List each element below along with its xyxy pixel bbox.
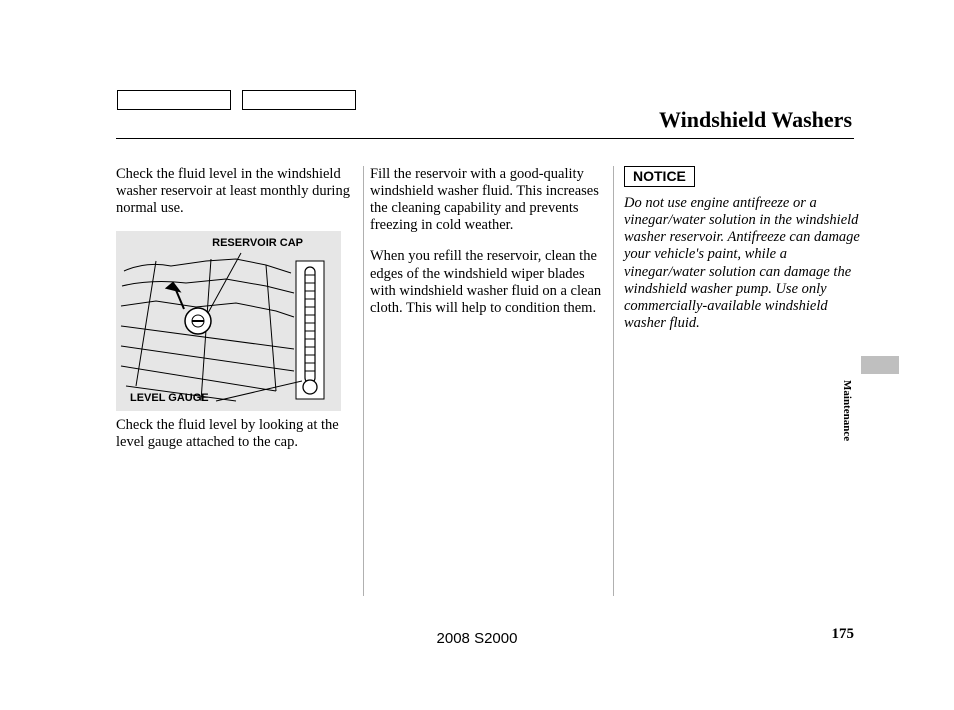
arrow-up-icon [167,283,184,309]
level-gauge-icon [296,261,324,399]
columns: Check the fluid level in the windshield … [116,166,860,466]
reservoir-cap-icon [185,308,211,334]
column-3: NOTICE Do not use engine antifreeze or a… [624,166,860,466]
side-tab [861,356,899,374]
col2-para1: Fill the reservoir with a good-quality w… [370,166,606,234]
notice-box: NOTICE [624,166,695,187]
page-title: Windshield Washers [659,107,852,133]
col1-para1: Check the fluid level in the windshield … [116,166,352,217]
diagram-svg [116,231,341,411]
footer-model-year: 2008 S2000 [0,630,954,647]
diagram-label-level-gauge: LEVEL GAUGE [130,392,209,405]
side-section-label: Maintenance [841,380,853,441]
title-rule [116,138,854,139]
page-root: Windshield Washers Check the fluid level… [0,0,954,710]
page-number: 175 [832,626,855,643]
column-1: Check the fluid level in the windshield … [116,166,352,466]
notice-text: Do not use engine antifreeze or a vinega… [624,195,860,332]
column-2: Fill the reservoir with a good-quality w… [370,166,606,466]
notice-label: NOTICE [633,168,686,184]
header-box-1 [117,90,231,110]
col1-para2: Check the fluid level by looking at the … [116,417,352,451]
header-box-2 [242,90,356,110]
reservoir-diagram: RESERVOIR CAP [116,231,341,411]
col2-para2: When you refill the reservoir, clean the… [370,248,606,316]
